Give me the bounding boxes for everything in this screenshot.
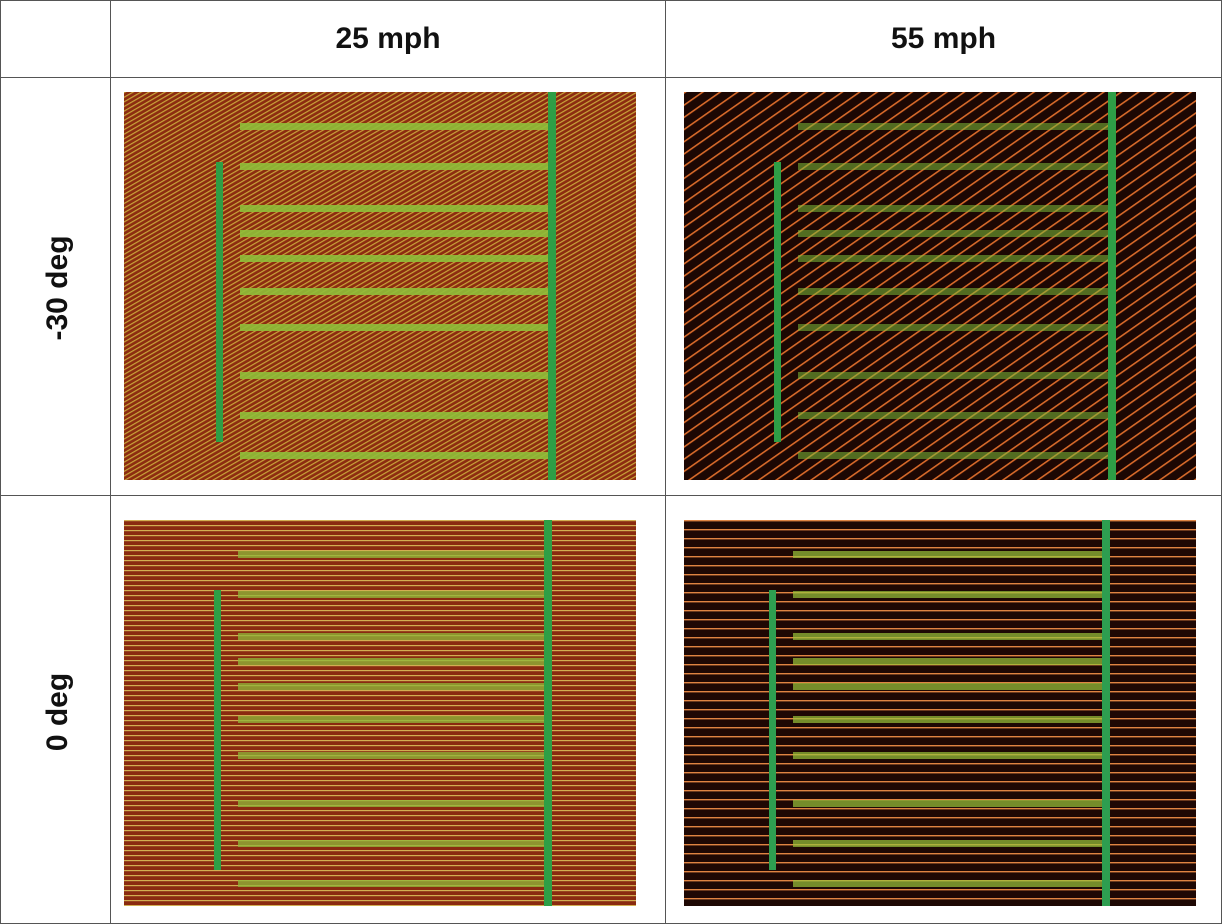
stripe-mark (798, 163, 1112, 170)
image (124, 520, 636, 906)
stripe-mark (240, 230, 552, 237)
image (684, 92, 1196, 480)
stripe-mark (240, 205, 552, 212)
stripe-mark (238, 683, 548, 690)
stripe-mark (240, 412, 552, 419)
image-background (124, 92, 636, 480)
stripe-mark (798, 412, 1112, 419)
stripe-mark (793, 840, 1106, 847)
stripe-mark (240, 324, 552, 331)
image-background (124, 520, 636, 906)
stripe-mark (793, 658, 1106, 665)
stripe-mark (793, 752, 1106, 759)
image (124, 92, 636, 480)
column-header: 25 mph (110, 0, 666, 78)
stripe-mark (798, 324, 1112, 331)
vertical-mark (1102, 520, 1110, 906)
image-background (684, 92, 1196, 480)
stripe-mark (793, 591, 1106, 598)
stripe-mark (793, 800, 1106, 807)
stripe-mark (238, 658, 548, 665)
stripe-mark (793, 633, 1106, 640)
vertical-mark (214, 590, 221, 870)
vertical-mark (769, 590, 776, 870)
stripe-mark (238, 551, 548, 558)
stripe-mark (238, 716, 548, 723)
vertical-mark (216, 162, 223, 442)
image (684, 520, 1196, 906)
vertical-mark (544, 520, 552, 906)
stripe-mark (798, 372, 1112, 379)
stripe-mark (798, 452, 1112, 459)
stripe-mark (793, 716, 1106, 723)
stripe-mark (238, 840, 548, 847)
corner-cell (0, 0, 111, 78)
column-header: 55 mph (665, 0, 1222, 78)
vertical-mark (548, 92, 556, 480)
stripe-mark (793, 551, 1106, 558)
stripe-mark (240, 123, 552, 130)
stripe-mark (793, 683, 1106, 690)
vertical-mark (774, 162, 781, 442)
stripe-mark (240, 255, 552, 262)
vertical-mark (1108, 92, 1116, 480)
stripe-mark (238, 880, 548, 887)
stripe-mark (798, 255, 1112, 262)
stripe-mark (238, 752, 548, 759)
stripe-mark (240, 288, 552, 295)
stripe-mark (798, 230, 1112, 237)
stripe-mark (798, 288, 1112, 295)
stripe-mark (238, 633, 548, 640)
image-background (684, 520, 1196, 906)
stripe-mark (798, 123, 1112, 130)
stripe-mark (238, 800, 548, 807)
stripe-mark (793, 880, 1106, 887)
stripe-mark (238, 591, 548, 598)
stripe-mark (798, 205, 1112, 212)
stripe-mark (240, 452, 552, 459)
row-header: -30 deg (41, 235, 74, 341)
row-header: 0 deg (41, 672, 74, 752)
stripe-mark (240, 163, 552, 170)
stripe-mark (240, 372, 552, 379)
